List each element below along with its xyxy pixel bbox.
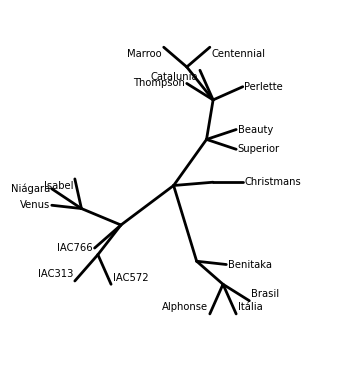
- Text: Alphonse: Alphonse: [162, 302, 208, 312]
- Text: Benitaka: Benitaka: [228, 260, 272, 269]
- Text: Itália: Itália: [238, 302, 263, 312]
- Text: Catalunia: Catalunia: [151, 72, 198, 82]
- Text: Niágara: Niágara: [11, 184, 50, 194]
- Text: IAC313: IAC313: [38, 269, 73, 279]
- Text: Marroo: Marroo: [128, 49, 162, 59]
- Text: Christmans: Christmans: [244, 177, 301, 187]
- Text: Brasil: Brasil: [251, 289, 279, 299]
- Text: Thompson: Thompson: [133, 78, 185, 88]
- Text: IAC766: IAC766: [57, 243, 93, 253]
- Text: Centennial: Centennial: [211, 49, 266, 59]
- Text: Superior: Superior: [238, 144, 280, 154]
- Text: IAC572: IAC572: [113, 273, 148, 283]
- Text: Beauty: Beauty: [238, 125, 273, 135]
- Text: Isabel: Isabel: [44, 181, 73, 191]
- Text: Perlette: Perlette: [244, 82, 283, 92]
- Text: Venus: Venus: [20, 200, 50, 210]
